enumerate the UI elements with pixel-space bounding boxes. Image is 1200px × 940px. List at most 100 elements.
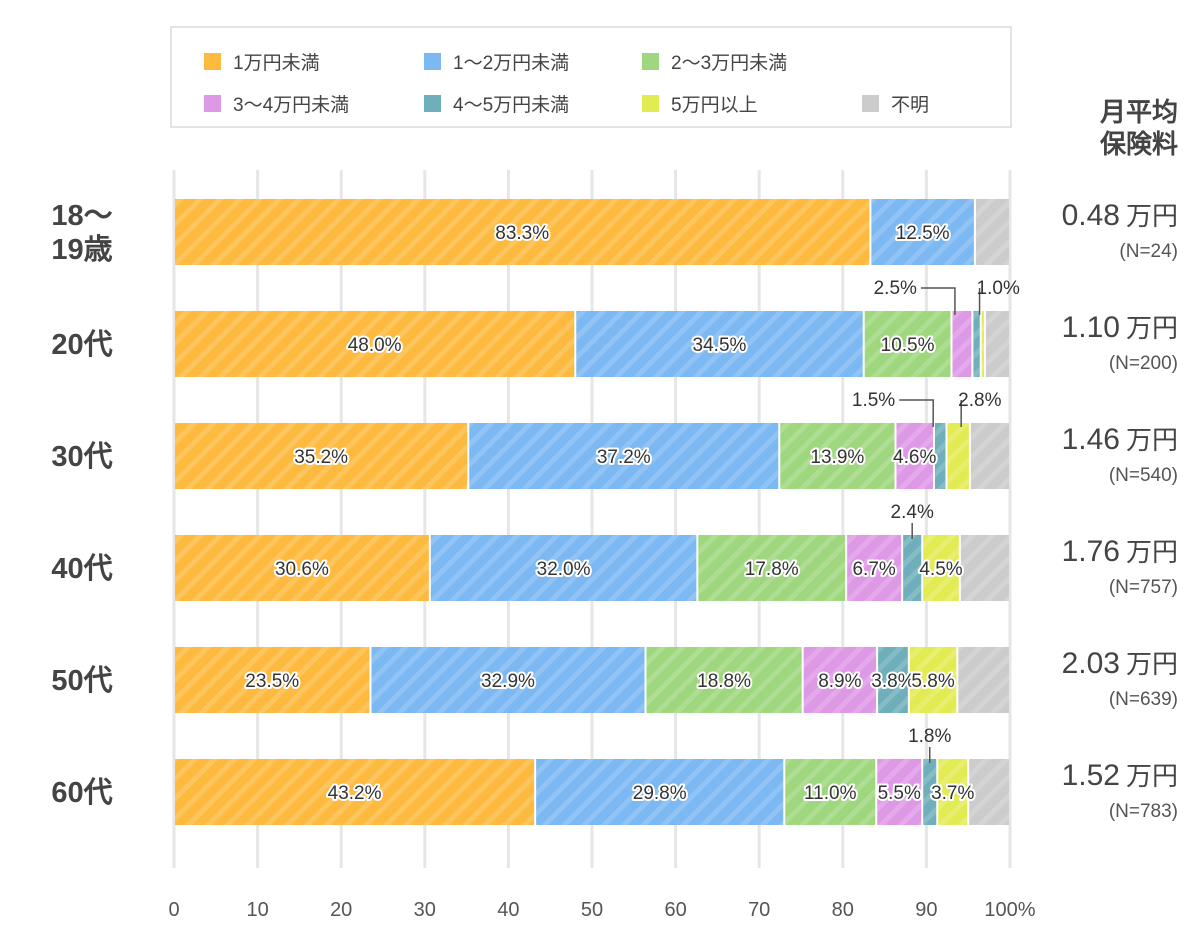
category-label-4: 50代 <box>51 664 112 697</box>
callout-line-r1-s3 <box>920 287 956 315</box>
data-label-r0-s1: 12.5% <box>896 223 950 244</box>
legend-swatch-4 <box>424 95 441 112</box>
bar-texture-r5-s3 <box>877 759 922 825</box>
bar-texture-r3-s6 <box>960 535 1009 601</box>
legend-item-6: 不明 <box>862 90 929 117</box>
bar-texture-r2-s3 <box>896 423 933 489</box>
data-label-r5-s3: 5.5% <box>878 783 921 804</box>
x-tick-label-4: 40 <box>497 899 519 921</box>
monthly-premium-1: 1.10 万円 <box>1062 311 1178 344</box>
bar-texture-r4-s5 <box>909 647 957 713</box>
callout-label-r3-s4: 2.4% <box>891 502 934 523</box>
data-label-r3-s3: 6.7% <box>852 559 895 580</box>
monthly-premium-5: 1.52 万円 <box>1062 759 1178 792</box>
data-label-r5-s2: 11.0% <box>804 783 857 804</box>
callout-label-r1-s3: 2.5% <box>874 278 917 299</box>
callout-label-r2-s4: 1.5% <box>852 390 895 411</box>
bar-texture-r4-s0 <box>175 647 370 713</box>
bar-texture-r2-s1 <box>469 423 779 489</box>
data-label-r3-s2: 17.8% <box>745 559 799 580</box>
data-label-r0-s0: 83.3% <box>495 223 549 244</box>
legend-swatch-5 <box>642 95 659 112</box>
x-tick-label-1: 10 <box>246 899 268 921</box>
legend-label-3: 3〜4万円未満 <box>233 95 350 116</box>
bar-texture-r5-s5 <box>938 759 968 825</box>
data-label-r1-s0: 48.0% <box>348 335 402 356</box>
bar-texture-r1-s6 <box>985 311 1009 377</box>
category-label-5: 60代 <box>51 776 112 809</box>
bar-texture-r2-s4 <box>934 423 946 489</box>
sample-size-3: (N=757) <box>1109 577 1178 598</box>
data-label-r4-s1: 32.9% <box>481 671 535 692</box>
legend-swatch-2 <box>642 53 659 70</box>
side-title: 月平均 保険料 <box>1100 96 1178 160</box>
x-tick-label-6: 60 <box>664 899 686 921</box>
sample-size-4: (N=639) <box>1109 689 1178 710</box>
legend-label-4: 4〜5万円未満 <box>453 95 570 116</box>
data-label-r4-s2: 18.8% <box>697 671 751 692</box>
bar-texture-r5-s4 <box>923 759 937 825</box>
monthly-premium-2: 1.46 万円 <box>1062 423 1178 456</box>
bar-texture-r0-s1 <box>871 199 974 265</box>
data-label-r4-s4: 3.8% <box>871 671 914 692</box>
bar-texture-r1-s1 <box>576 311 863 377</box>
bar-texture-r4-s6 <box>958 647 1009 713</box>
callout-label-r2-s5: 2.8% <box>958 390 1001 411</box>
side-title-line-1: 月平均 <box>1099 97 1178 127</box>
data-label-r3-s5: 4.5% <box>919 559 962 580</box>
data-label-r4-s3: 8.9% <box>818 671 861 692</box>
legend-item-4: 4〜5万円未満 <box>424 90 569 117</box>
bar-texture-r1-s3 <box>952 311 972 377</box>
bar-texture-r1-s4 <box>973 311 980 377</box>
sample-size-0: (N=24) <box>1119 241 1178 262</box>
monthly-premium-3: 1.76 万円 <box>1062 535 1178 568</box>
bar-texture-r3-s4 <box>903 535 922 601</box>
category-label-2: 30代 <box>51 440 112 473</box>
x-tick-label-3: 30 <box>414 899 436 921</box>
x-tick-label-2: 20 <box>330 899 352 921</box>
legend-item-3: 3〜4万円未満 <box>204 90 349 117</box>
sample-size-1: (N=200) <box>1109 353 1178 374</box>
bar-texture-r2-s5 <box>947 423 969 489</box>
data-label-r4-s5: 5.8% <box>911 671 954 692</box>
legend: 1万円未満 1〜2万円未満 2〜3万円未満 3〜4万円未満 4〜5万円未満 5万… <box>170 26 1012 128</box>
x-tick-label-8: 80 <box>832 899 854 921</box>
legend-label-2: 2〜3万円未満 <box>671 53 788 74</box>
data-label-r1-s1: 34.5% <box>693 335 747 356</box>
bar-texture-r4-s2 <box>646 647 802 713</box>
legend-item-2: 2〜3万円未満 <box>642 48 787 75</box>
side-title-line-2: 保険料 <box>1099 129 1178 159</box>
category-label-3: 40代 <box>51 552 112 585</box>
x-tick-label-7: 70 <box>748 899 770 921</box>
data-label-r2-s0: 35.2% <box>294 447 348 468</box>
data-label-r5-s5: 3.7% <box>931 783 974 804</box>
bar-texture-r4-s3 <box>803 647 877 713</box>
x-tick-label-10: 100% <box>984 899 1035 921</box>
bar-texture-r0-s0 <box>175 199 870 265</box>
bar-texture-r2-s0 <box>175 423 468 489</box>
data-label-r3-s0: 30.6% <box>275 559 329 580</box>
bar-texture-r3-s5 <box>923 535 959 601</box>
data-label-r2-s1: 37.2% <box>597 447 651 468</box>
bar-texture-r4-s1 <box>371 647 645 713</box>
bar-texture-r5-s1 <box>536 759 784 825</box>
bar-texture-r5-s2 <box>785 759 876 825</box>
legend-label-6: 不明 <box>891 95 930 116</box>
x-tick-label-5: 50 <box>581 899 603 921</box>
category-label-1: 20代 <box>51 328 112 361</box>
data-label-r2-s3: 4.6% <box>893 447 936 468</box>
data-label-r5-s1: 29.8% <box>633 783 687 804</box>
bar-texture-r3-s1 <box>430 535 697 601</box>
data-label-r1-s2: 10.5% <box>881 335 935 356</box>
legend-label-0: 1万円未満 <box>233 53 320 74</box>
bar-texture-r2-s6 <box>970 423 1009 489</box>
sample-size-2: (N=540) <box>1109 465 1178 486</box>
bar-texture-r3-s0 <box>175 535 429 601</box>
monthly-premium-0: 0.48 万円 <box>1062 199 1178 232</box>
callout-line-r2-s4 <box>899 399 934 427</box>
legend-swatch-3 <box>204 95 221 112</box>
bar-texture-r2-s2 <box>780 423 895 489</box>
legend-label-1: 1〜2万円未満 <box>453 53 570 74</box>
sample-size-5: (N=783) <box>1109 801 1178 822</box>
